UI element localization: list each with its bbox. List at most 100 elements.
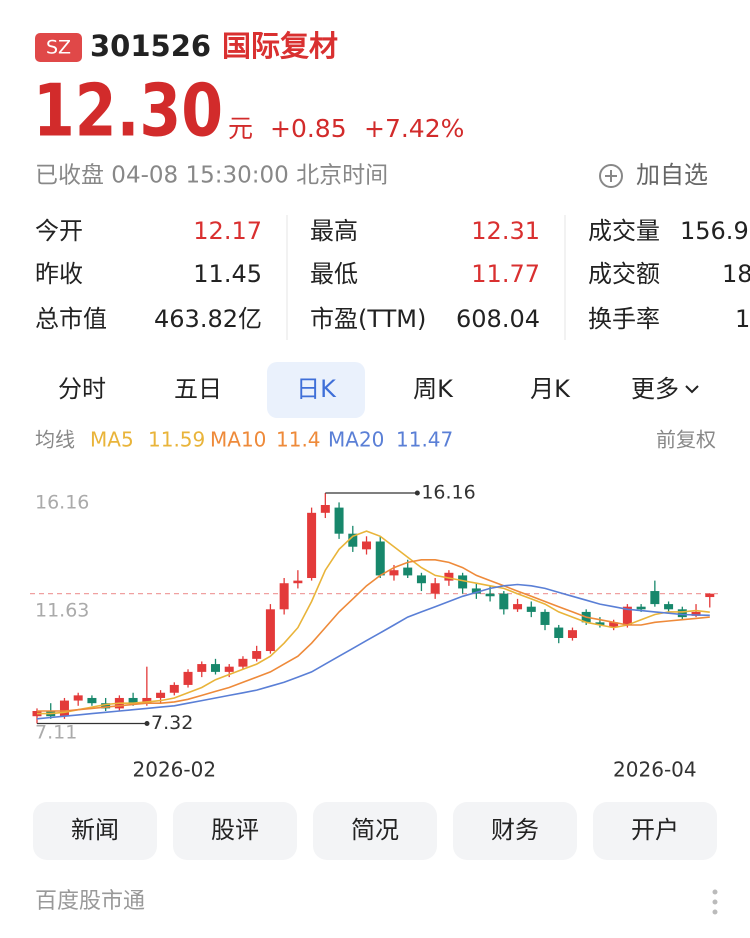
ma-name: MA20 bbox=[328, 428, 384, 452]
badge: SZ bbox=[46, 37, 71, 59]
add-icon-plus bbox=[605, 170, 617, 182]
change: +0.85 bbox=[270, 114, 347, 143]
stat-value: 12.17 bbox=[193, 217, 262, 245]
candle-body bbox=[320, 504, 330, 513]
candle-body bbox=[444, 572, 454, 581]
candle-body bbox=[375, 541, 385, 576]
candle-body bbox=[499, 593, 509, 610]
stat-label: 换手率 bbox=[588, 305, 660, 333]
button-label[interactable]: 财务 bbox=[491, 816, 539, 844]
candle-body bbox=[197, 664, 207, 672]
ma-value: 11.47 bbox=[396, 428, 453, 452]
candle-body bbox=[485, 593, 495, 597]
candle-body bbox=[540, 611, 550, 625]
candle-body bbox=[513, 604, 523, 610]
stat-label: 市盈(TTM) bbox=[310, 305, 426, 333]
button-bg[interactable] bbox=[173, 802, 297, 860]
stat-value: 11.45 bbox=[193, 260, 262, 288]
more-menu[interactable] bbox=[712, 889, 718, 915]
min-dot bbox=[144, 721, 150, 727]
button-bg[interactable] bbox=[33, 802, 157, 860]
candle-body bbox=[595, 622, 605, 625]
stock-code: 301526 bbox=[90, 29, 211, 63]
tab[interactable]: 周K bbox=[413, 375, 454, 403]
stat-value: 18 bbox=[722, 260, 750, 288]
add-icon[interactable] bbox=[599, 164, 623, 188]
stat-label: 总市值 bbox=[35, 305, 107, 333]
tab[interactable]: 五日 bbox=[174, 375, 222, 403]
candle-body bbox=[238, 658, 248, 667]
candle-body bbox=[622, 606, 632, 625]
candle-body bbox=[705, 593, 715, 598]
button-label[interactable]: 股评 bbox=[211, 816, 259, 844]
stat-label: 成交额 bbox=[588, 260, 660, 288]
candle-body bbox=[458, 575, 468, 589]
button-bg[interactable] bbox=[453, 802, 577, 860]
dot bbox=[712, 889, 718, 895]
candle-body bbox=[87, 697, 97, 704]
y-tick-label: 7.11 bbox=[35, 722, 77, 744]
price: 12.30 bbox=[33, 69, 223, 153]
candle-body bbox=[279, 583, 289, 610]
candle-body bbox=[664, 604, 674, 610]
candle-body bbox=[156, 692, 166, 698]
stock-name: 国际复材 bbox=[222, 29, 338, 63]
candle-body bbox=[650, 591, 660, 605]
stat-value: 11.77 bbox=[471, 260, 540, 288]
adjust[interactable]: 前复权 bbox=[656, 428, 716, 452]
candle-body bbox=[554, 627, 564, 638]
ma-name: MA5 bbox=[90, 428, 134, 452]
candle-body bbox=[389, 570, 399, 576]
candle-body bbox=[73, 695, 83, 701]
buttons: 新闻 股评 简况 财务 开户 bbox=[33, 802, 717, 860]
tab-selected-bg bbox=[267, 362, 365, 418]
stat-value: 156.9 bbox=[680, 217, 749, 245]
ma-legend: 均线 MA5 11.59 MA10 11.4 MA20 11.47 前复权 bbox=[35, 428, 716, 452]
max-label: 16.16 bbox=[421, 482, 475, 504]
button-label[interactable]: 开户 bbox=[631, 816, 679, 844]
stat-value: 1 bbox=[735, 305, 750, 333]
ma-name: MA10 bbox=[210, 428, 266, 452]
y-tick-label: 16.16 bbox=[35, 492, 89, 514]
candle-body bbox=[252, 651, 262, 659]
tab[interactable]: 更多 bbox=[631, 375, 679, 403]
badge-bg bbox=[35, 33, 82, 62]
candle-body bbox=[334, 507, 344, 534]
stat-value: 608.04 bbox=[456, 305, 540, 333]
candle-body bbox=[183, 671, 193, 685]
stat-value: 12.31 bbox=[471, 217, 540, 245]
min-label: 7.32 bbox=[151, 712, 193, 734]
button-bg[interactable] bbox=[593, 802, 717, 860]
tab[interactable]: 分时 bbox=[58, 375, 106, 403]
candle-body bbox=[142, 697, 152, 704]
candlestick-chart: 16.16 11.63 7.11 2026-02 2026-04 16.16 7.32 bbox=[30, 482, 718, 782]
stats: 今开 12.17 最高 12.31 成交量 156.9 昨收 11.45 最低 11.77 成交额 1… bbox=[35, 215, 750, 340]
y-tick-label: 11.63 bbox=[35, 600, 89, 622]
candle-body bbox=[348, 533, 358, 547]
ma-value: 11.4 bbox=[276, 428, 321, 452]
tab[interactable]: 日K bbox=[296, 375, 337, 403]
change-pct: +7.42% bbox=[364, 114, 464, 143]
ma-value: 11.59 bbox=[148, 428, 205, 452]
ma-line bbox=[37, 530, 710, 715]
button-bg[interactable] bbox=[313, 802, 437, 860]
candle-body bbox=[430, 583, 440, 594]
dot bbox=[712, 899, 718, 905]
ma-line bbox=[36, 583, 710, 720]
candle-body bbox=[128, 697, 138, 704]
candle-body bbox=[416, 575, 426, 584]
button-label[interactable]: 新闻 bbox=[71, 816, 119, 844]
tabs: 分时 五日 日K 周K 月K 更多 bbox=[58, 362, 699, 418]
footer: 百度股市通 bbox=[35, 889, 145, 914]
stat-label: 最低 bbox=[310, 260, 358, 288]
tab[interactable]: 月K bbox=[530, 375, 571, 403]
candle-body bbox=[169, 684, 179, 693]
watch-button[interactable]: 加自选 bbox=[636, 161, 708, 189]
candle-body bbox=[224, 666, 234, 672]
button-label[interactable]: 简况 bbox=[351, 816, 399, 844]
stat-value: 463.82亿 bbox=[154, 305, 262, 333]
candle-body bbox=[307, 512, 317, 579]
candle-body bbox=[210, 664, 220, 672]
